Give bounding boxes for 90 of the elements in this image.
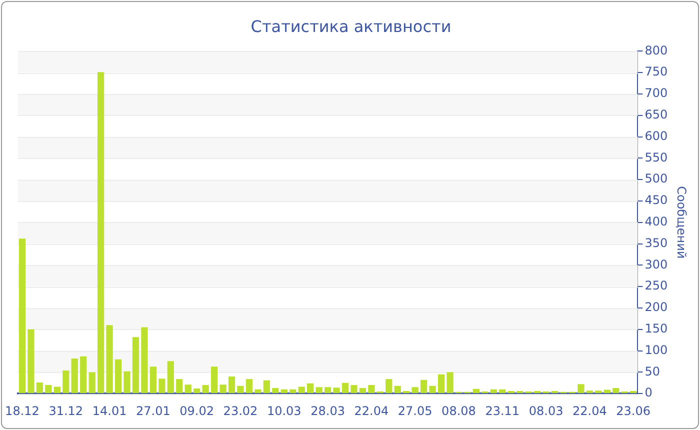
bar [124,371,130,394]
bar [324,387,332,394]
x-tick-label: 23.02 [223,404,258,418]
bar [194,388,200,394]
bar [254,389,262,394]
y-tick-label: 650 [644,108,668,122]
bar [36,382,44,394]
bar [342,382,349,394]
y-tick-label: 450 [644,193,668,208]
bar [368,385,375,394]
x-tick-label: 18.12 [5,404,40,418]
y-tick-label: 0 [644,386,652,400]
bar [18,238,26,394]
x-tick-label: 27.01 [136,404,170,418]
y-tick-label: 500 [644,172,668,186]
bar [298,386,305,394]
bar [595,390,602,394]
y-tick-label: 600 [644,128,668,143]
y-tick-label: 150 [644,322,668,336]
y-tick-label: 350 [644,236,668,250]
x-tick-label: 31.12 [48,404,84,418]
x-tick-label: 23.11 [485,404,520,418]
bar [97,72,104,394]
y-tick-label: 50 [644,364,660,378]
bar [280,389,288,394]
bar [446,372,454,394]
bar [429,386,436,394]
bar [386,379,392,394]
bar [54,386,60,394]
x-tick-label: 14.01 [92,404,127,418]
bar [499,389,506,394]
bar [106,325,113,394]
y-tick-label: 550 [644,150,668,164]
bar [246,379,253,394]
x-tick-label: 23.06 [616,404,651,418]
bar [604,390,610,394]
x-tick-label: 22.04 [572,404,607,418]
bar [316,387,322,394]
y-tick-label: 200 [644,300,668,314]
bar [88,372,96,394]
bar [167,361,174,394]
x-tick-label: 27.05 [398,404,432,418]
x-tick-label: 28.03 [310,404,345,418]
bar [202,385,209,394]
y-tick-label: 100 [644,342,668,357]
bar [350,385,358,394]
bar [438,374,445,394]
bar [220,384,226,394]
x-tick-label: 08.08 [442,404,476,418]
bar [62,370,70,394]
bar [578,384,584,394]
bar [210,366,218,394]
bar [237,386,244,394]
chart-title: Статистика активности [250,16,452,36]
x-tick-label: 10.03 [266,404,302,418]
bar [263,380,270,394]
bar [141,327,148,394]
x-tick-label: 08.03 [528,404,564,418]
x-tick-label: 09.02 [180,404,214,418]
bar [71,358,78,394]
y-axis-title: Сообщений [674,186,689,259]
bar [490,389,497,394]
bar [472,388,480,394]
bar [176,379,183,394]
bar [272,388,279,394]
bar [184,384,192,394]
bar [359,388,366,394]
bar [412,387,418,394]
bar [150,366,156,394]
bar [394,386,401,394]
x-tick-label: 22.04 [354,404,389,418]
bar [80,356,87,394]
y-tick-label: 300 [644,257,668,272]
bar [114,359,122,394]
bar [307,383,314,394]
bar [290,389,296,394]
y-tick-label: 750 [644,64,668,79]
y-tick-label: 700 [644,86,668,100]
bar [45,385,52,394]
bar [333,388,340,394]
bar [132,337,140,394]
bar [420,380,428,394]
bar [158,378,166,394]
bar [28,329,34,394]
bar [586,390,593,394]
y-tick-label: 250 [644,278,668,293]
bar [228,376,236,394]
y-tick-label: 400 [644,214,668,229]
y-tick-label: 800 [644,43,668,58]
bar [612,388,620,394]
